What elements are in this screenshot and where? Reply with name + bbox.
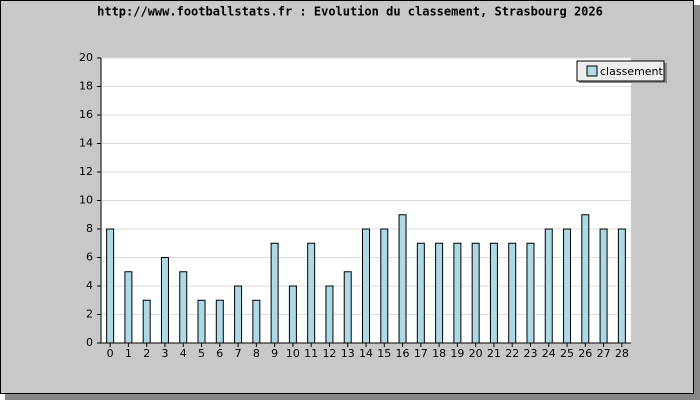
bar (471, 242, 480, 344)
x-tick-label: 15 (377, 347, 391, 360)
bar (197, 299, 206, 344)
bar (106, 228, 115, 344)
bar (508, 242, 517, 344)
y-tick-label: 20 (79, 51, 93, 64)
bar (453, 242, 462, 344)
x-tick-label: 3 (161, 347, 168, 360)
x-tick-label: 26 (578, 347, 592, 360)
x-tick-label: 6 (216, 347, 223, 360)
x-tick-label: 8 (253, 347, 260, 360)
bar (142, 299, 151, 344)
bar (563, 228, 572, 344)
x-tick-label: 24 (542, 347, 556, 360)
chart-title: http://www.footballstats.fr : Evolution … (97, 5, 603, 19)
x-tick-label: 21 (487, 347, 501, 360)
x-tick-label: 2 (143, 347, 150, 360)
legend-swatch (586, 65, 598, 77)
x-tick-label: 5 (198, 347, 205, 360)
bar (325, 285, 334, 344)
x-tick-label: 16 (396, 347, 410, 360)
y-tick-label: 8 (86, 222, 93, 235)
x-tick-label: 10 (286, 347, 300, 360)
y-tick-label: 6 (86, 251, 93, 264)
bar (307, 242, 316, 344)
y-tick-label: 14 (79, 137, 93, 150)
bar (252, 299, 261, 344)
bar (581, 214, 590, 344)
x-tick-label: 1 (125, 347, 132, 360)
bar (215, 299, 224, 344)
bar (288, 285, 297, 344)
x-tick-label: 23 (523, 347, 537, 360)
bar (398, 214, 407, 344)
bar (617, 228, 626, 344)
y-tick-label: 16 (79, 108, 93, 121)
x-tick-label: 18 (432, 347, 446, 360)
legend-label: classement (600, 65, 664, 78)
bar (160, 257, 169, 344)
x-tick-label: 12 (322, 347, 336, 360)
bar (544, 228, 553, 344)
x-tick-label: 22 (505, 347, 519, 360)
bar (362, 228, 370, 344)
y-tick-label: 10 (79, 194, 93, 207)
bar (380, 228, 389, 344)
x-tick-label: 7 (235, 347, 242, 360)
bar (489, 242, 498, 344)
x-tick-label: 28 (615, 347, 629, 360)
x-tick-label: 19 (450, 347, 464, 360)
x-tick-label: 11 (304, 347, 318, 360)
y-tick-label: 18 (79, 80, 93, 93)
bar (234, 285, 243, 344)
x-tick-label: 25 (560, 347, 574, 360)
y-tick-label: 0 (86, 336, 93, 349)
x-tick-label: 27 (597, 347, 611, 360)
bar (124, 271, 133, 344)
legend-box (576, 60, 665, 82)
bar (179, 271, 188, 344)
x-tick-label: 14 (359, 347, 373, 360)
bar (270, 242, 279, 344)
y-tick-label: 12 (79, 165, 93, 178)
x-tick-label: 17 (414, 347, 428, 360)
bar (416, 242, 425, 344)
x-tick-label: 13 (341, 347, 355, 360)
bar (526, 242, 535, 344)
bar (343, 271, 352, 344)
y-tick-label: 2 (86, 308, 93, 321)
y-tick-label: 4 (86, 279, 93, 292)
bar (599, 228, 608, 344)
x-tick-label: 4 (180, 347, 187, 360)
bar (435, 242, 444, 344)
x-tick-label: 9 (271, 347, 278, 360)
x-tick-label: 20 (469, 347, 483, 360)
x-tick-label: 0 (107, 347, 114, 360)
